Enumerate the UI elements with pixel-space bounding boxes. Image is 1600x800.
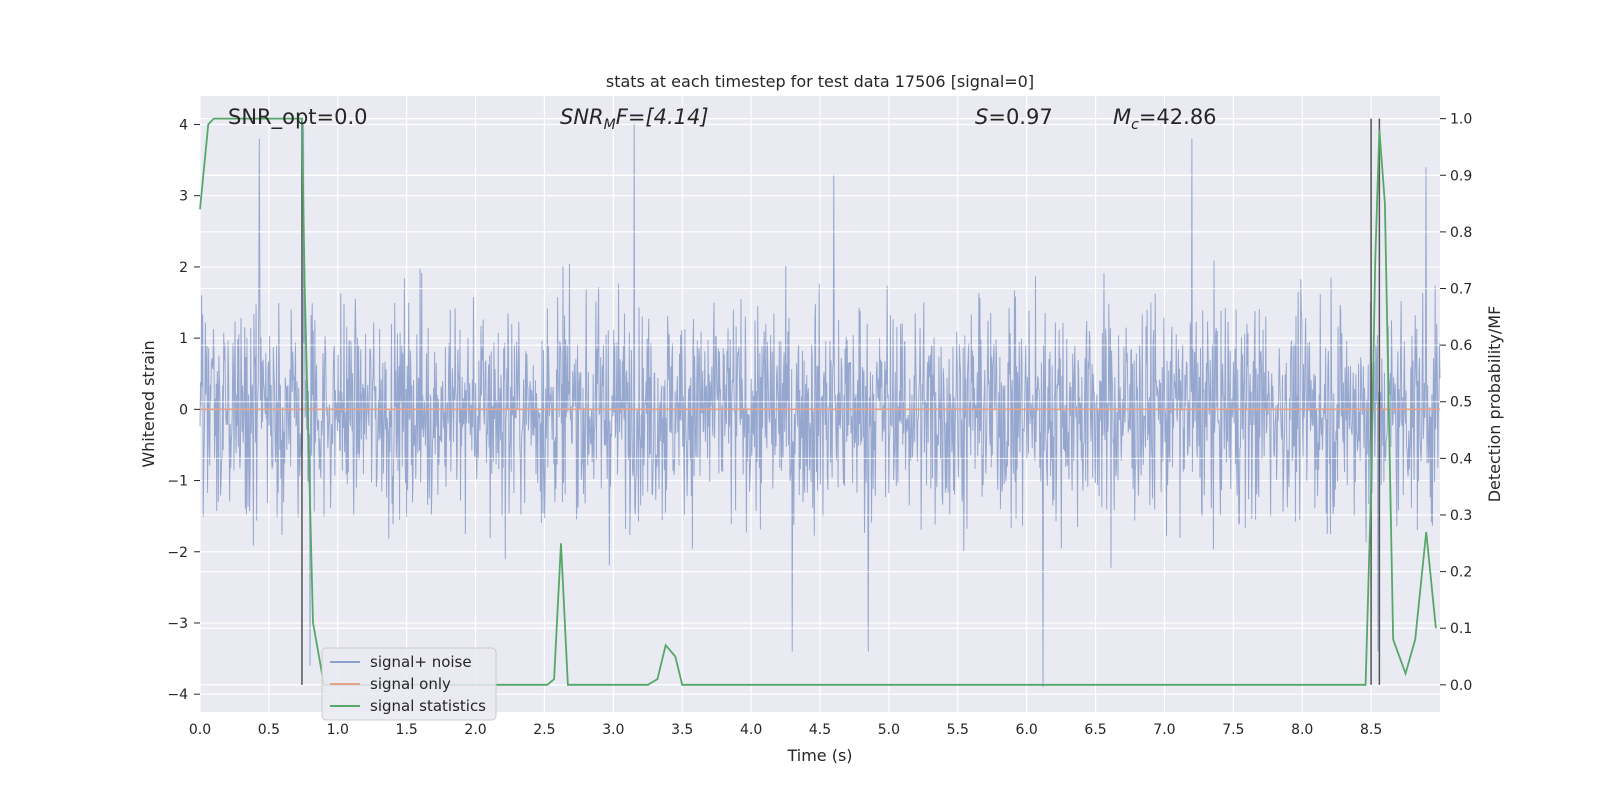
- x-tick-label: 1.0: [327, 722, 349, 738]
- legend-label-signal-noise: signal+ noise: [370, 653, 472, 671]
- series-signal-noise: [199, 124, 1441, 688]
- y-axis-label: Whitened strain: [139, 340, 158, 467]
- y-tick-label: 0: [179, 402, 188, 418]
- y2-axis-label: Detection probability/MF: [1485, 306, 1504, 503]
- y-tick-label: 1: [179, 331, 188, 347]
- y-tick-label: 2: [179, 260, 188, 276]
- x-tick-label: 0.0: [189, 722, 211, 738]
- x-tick-label: 3.5: [671, 722, 693, 738]
- y2-tick-label: 0.5: [1450, 395, 1472, 411]
- y-tick-label: −1: [167, 474, 188, 490]
- y2-tick-label: 0.2: [1450, 565, 1472, 581]
- annotation-mc: Mc=42.86: [1113, 105, 1217, 133]
- y2-tick-label: 0.3: [1450, 508, 1472, 524]
- annotation-snr-mf: SNRMF=[4.14]: [560, 105, 709, 133]
- y-tick-label: 4: [179, 117, 188, 133]
- y-tick-labels: 4 3 2 1 0 −1 −2 −3 −4: [167, 117, 200, 703]
- legend-box: [321, 647, 497, 721]
- x-tick-label: 5.0: [878, 722, 900, 738]
- x-tick-label: 2.0: [464, 722, 486, 738]
- x-tick-label: 0.5: [258, 722, 280, 738]
- x-tick-label: 4.0: [740, 722, 762, 738]
- chart-title: stats at each timestep for test data 175…: [606, 72, 1034, 91]
- y2-tick-label: 0.6: [1450, 338, 1472, 354]
- annotation-snr-opt: SNR_opt=0.0: [228, 105, 368, 130]
- x-tick-label: 7.5: [1222, 722, 1244, 738]
- x-tick-label: 2.5: [533, 722, 555, 738]
- y2-tick-label: 0.0: [1450, 678, 1472, 694]
- signal-noise-line: [199, 124, 1441, 688]
- y-tick-label: 3: [179, 189, 188, 205]
- y2-tick-label: 0.8: [1450, 225, 1472, 241]
- x-tick-label: 4.5: [809, 722, 831, 738]
- x-tick-label: 8.0: [1291, 722, 1313, 738]
- x-tick-label: 6.0: [1016, 722, 1038, 738]
- x-tick-label: 3.0: [602, 722, 624, 738]
- y2-tick-labels: 1.0 0.9 0.8 0.7 0.6 0.5 0.4 0.3 0.2 0.1 0.0: [1440, 112, 1472, 694]
- y2-tick-label: 0.7: [1450, 282, 1472, 298]
- y-tick-label: −2: [167, 545, 188, 561]
- x-tick-labels: 0.0 0.5 1.0 1.5 2.0 2.5 3.0 3.5 4.0 4.5 5.0 5.5 6.0 6…: [189, 722, 1382, 738]
- signal-statistics-line: [199, 117, 1437, 686]
- x-tick-label: 6.5: [1084, 722, 1106, 738]
- x-tick-label: 8.5: [1360, 722, 1382, 738]
- legend-label-signal-only: signal only: [370, 675, 451, 693]
- y-tick-label: −4: [167, 687, 188, 703]
- x-tick-label: 1.5: [396, 722, 418, 738]
- y-tick-label: −3: [167, 616, 188, 632]
- overlay: [199, 117, 1440, 686]
- annotation-s: S=0.97: [975, 105, 1053, 129]
- x-tick-label: 7.0: [1153, 722, 1175, 738]
- y2-tick-label: 0.1: [1450, 621, 1472, 637]
- x-axis-label: Time (s): [786, 746, 852, 765]
- y2-tick-label: 1.0: [1450, 112, 1472, 128]
- legend: signal+ noise signal only signal statist…: [321, 647, 497, 721]
- y2-tick-label: 0.9: [1450, 168, 1472, 184]
- legend-label-signal-statistics: signal statistics: [370, 697, 486, 715]
- x-tick-label: 5.5: [947, 722, 969, 738]
- y2-tick-label: 0.4: [1450, 451, 1472, 467]
